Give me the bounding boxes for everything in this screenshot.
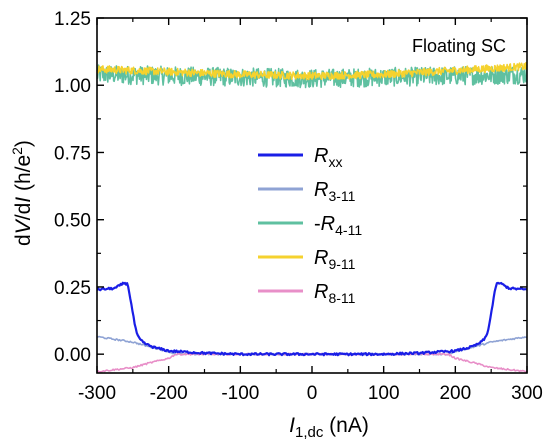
y-tick-label: 1.00 <box>54 76 91 97</box>
x-tick-label: 300 <box>511 383 543 404</box>
y-tick-label: 0.50 <box>54 211 91 232</box>
legend-label: R8-11 <box>314 281 356 306</box>
x-tick-label: -300 <box>78 383 116 404</box>
series-line-r-9-11 <box>97 61 527 81</box>
y-tick-label: 0.75 <box>54 143 91 164</box>
legend-label: R3-11 <box>314 179 356 204</box>
y-tick-label: 0.25 <box>54 278 91 299</box>
annotation-label: Floating SC <box>412 36 506 56</box>
series-line-r-xx <box>97 281 527 357</box>
series-line-r-3-11 <box>97 335 527 356</box>
y-axis-title: dV/dI (h/e2) <box>9 140 35 246</box>
x-axis-title: I1,dc (nA) <box>289 414 369 441</box>
legend: Rxx R3-11 -R4-11 R9-11 R8-11 <box>258 145 362 306</box>
y-tick-label: 0.00 <box>54 345 91 366</box>
y-tick-label: 1.25 <box>54 9 91 30</box>
axes: -300 -200 -100 0 100 200 300 0.00 0.25 0.50 0.75 1.… <box>54 9 543 404</box>
x-tick-label: -100 <box>221 383 259 404</box>
legend-label: Rxx <box>314 145 342 170</box>
x-tick-label: 0 <box>307 383 318 404</box>
legend-label: -R4-11 <box>314 213 362 238</box>
x-tick-label: 200 <box>439 383 471 404</box>
legend-label: R9-11 <box>314 247 356 272</box>
x-tick-label: -200 <box>150 383 188 404</box>
plot-lines <box>97 61 527 373</box>
x-tick-label: 100 <box>368 383 400 404</box>
